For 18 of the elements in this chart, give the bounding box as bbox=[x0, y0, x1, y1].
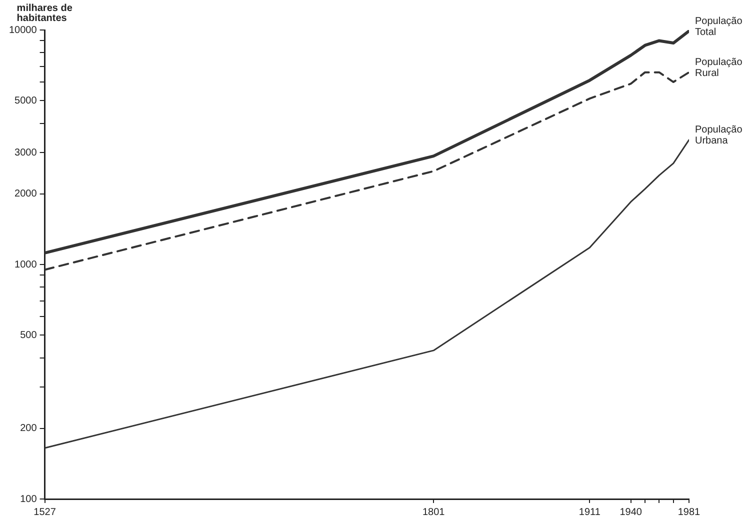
y-tick-label: 2000 bbox=[14, 188, 38, 200]
y-tick-label: 3000 bbox=[14, 147, 38, 158]
x-tick-label: 1527 bbox=[34, 506, 56, 518]
line-series bbox=[44, 71, 689, 271]
x-tick-label: 1981 bbox=[678, 506, 701, 518]
x-tick-label: 1911 bbox=[578, 506, 601, 518]
y-tick-label: 1000 bbox=[14, 259, 38, 270]
y-tick-label: 200 bbox=[20, 423, 38, 434]
y-tick-label: 500 bbox=[20, 330, 38, 341]
series-label: População Urbana bbox=[695, 124, 743, 147]
series-label: População Rural bbox=[695, 57, 743, 80]
y-tick-label: 100 bbox=[20, 494, 38, 505]
x-tick-label: 1801 bbox=[422, 506, 446, 518]
x-tick-label: 1940 bbox=[620, 506, 642, 518]
y-tick-label: 10000 bbox=[8, 24, 38, 36]
series-label: População Total bbox=[695, 16, 743, 38]
y-tick-label: 5000 bbox=[14, 95, 38, 106]
y-axis-title: milhares de habitantes bbox=[16, 2, 73, 24]
